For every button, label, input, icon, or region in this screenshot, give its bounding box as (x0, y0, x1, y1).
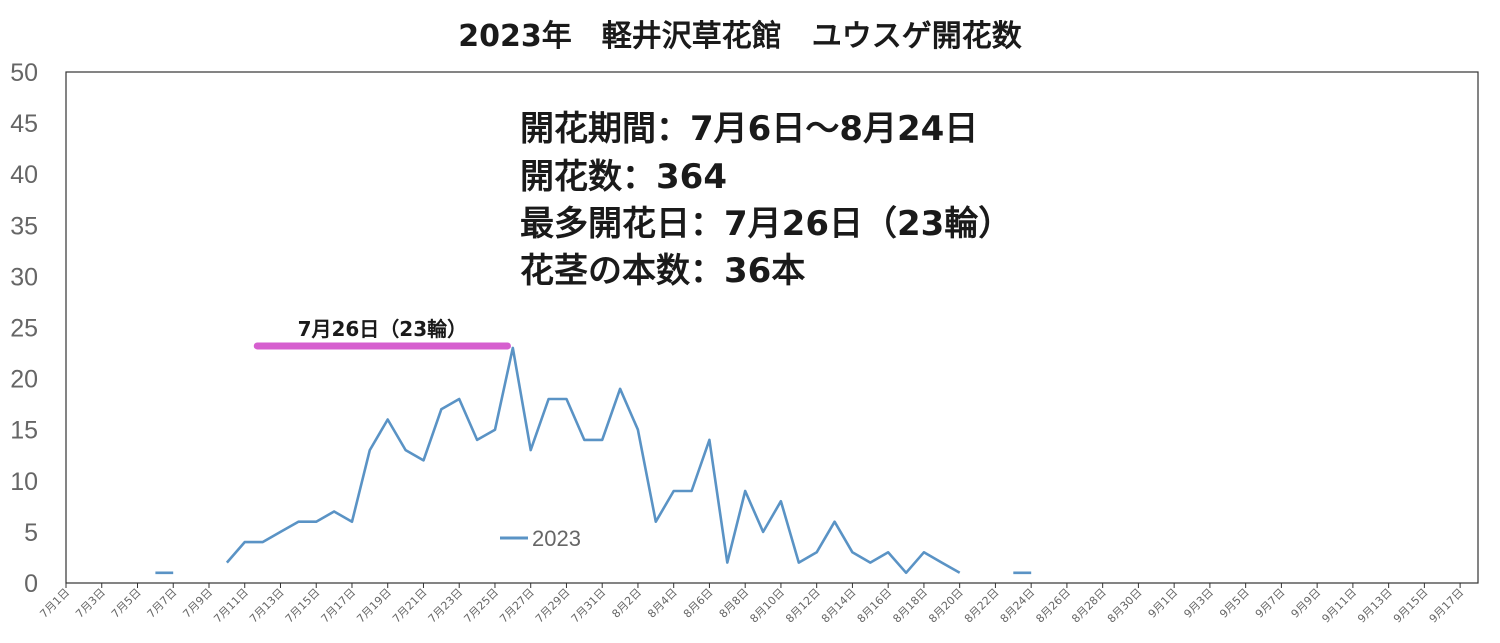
x-tick-label: 7月1日 (37, 586, 72, 621)
y-tick-label: 15 (10, 417, 38, 445)
y-axis-ticks: 0 5 10 15 20 25 30 35 40 45 50 (10, 59, 38, 598)
series-2023-layer (155, 346, 1032, 575)
x-tick-label: 7月23日 (426, 586, 466, 626)
x-tick-label: 7月15日 (283, 586, 323, 626)
y-tick-label: 10 (10, 468, 38, 496)
x-tick-label: 8月10日 (747, 586, 787, 626)
x-tick-label: 9月5日 (1217, 586, 1252, 621)
x-tick-label: 8月30日 (1105, 586, 1145, 626)
legend-label-2023: 2023 (532, 526, 581, 551)
x-tick-label: 7月5日 (109, 586, 144, 621)
summary-line-count: 開花数：364 (520, 157, 727, 197)
summary-line-stems: 花茎の本数：36本 (520, 251, 805, 291)
x-tick-label: 7月27日 (497, 586, 537, 626)
x-tick-label: 8月24日 (998, 586, 1038, 626)
y-tick-label: 30 (10, 263, 38, 291)
x-tick-label: 8月14日 (819, 586, 859, 626)
x-tick-label: 8月20日 (926, 586, 966, 626)
y-tick-label: 40 (10, 161, 38, 189)
x-tick-label: 9月11日 (1319, 586, 1359, 626)
x-tick-label: 7月25日 (461, 586, 501, 626)
x-tick-label: 9月13日 (1355, 586, 1395, 626)
x-tick-label: 7月11日 (211, 586, 251, 626)
x-tick-label: 8月6日 (681, 586, 716, 621)
y-tick-label: 5 (24, 519, 38, 547)
summary-line-period: 開花期間：7月6日～8月24日 (520, 109, 978, 149)
legend: 2023 (500, 526, 581, 551)
x-tick-label: 8月2日 (609, 586, 644, 621)
x-tick-label: 7月29日 (533, 586, 573, 626)
x-tick-label: 8月26日 (1033, 586, 1073, 626)
x-tick-label: 7月31日 (569, 586, 609, 626)
y-tick-label: 25 (10, 315, 38, 343)
y-tick-label: 50 (10, 59, 38, 87)
series-2023-segment-2 (225, 346, 961, 575)
x-tick-label: 9月15日 (1391, 586, 1431, 626)
x-tick-label: 7月19日 (354, 586, 394, 626)
x-tick-label: 7月3日 (73, 586, 108, 621)
summary-annotation: 開花期間：7月6日～8月24日 開花数：364 最多開花日：7月26日（23輪）… (520, 109, 1012, 291)
x-tick-label: 8月16日 (855, 586, 895, 626)
summary-line-peak-day: 最多開花日：7月26日（23輪） (520, 204, 1012, 244)
x-tick-label: 9月1日 (1146, 586, 1181, 621)
x-tick-label: 8月18日 (890, 586, 930, 626)
x-tick-label: 7月13日 (247, 586, 287, 626)
x-tick-label: 9月9日 (1289, 586, 1324, 621)
y-tick-label: 35 (10, 212, 38, 240)
x-tick-label: 7月9日 (180, 586, 215, 621)
y-tick-label: 20 (10, 366, 38, 394)
x-tick-label: 8月12日 (783, 586, 823, 626)
x-tick-label: 9月7日 (1253, 586, 1288, 621)
y-tick-label: 0 (24, 570, 38, 598)
x-tick-label: 7月21日 (390, 586, 430, 626)
x-tick-label: 7月17日 (318, 586, 358, 626)
chart-title: 2023年 軽井沢草花館 ユウスゲ開花数 (458, 19, 1022, 54)
y-tick-label: 45 (10, 110, 38, 138)
x-tick-label: 8月22日 (962, 586, 1002, 626)
x-tick-label: 9月3日 (1181, 586, 1216, 621)
x-tick-label: 8月28日 (1069, 586, 1109, 626)
x-tick-label: 7月7日 (145, 586, 180, 621)
x-tick-label: 8月4日 (645, 586, 680, 621)
x-tick-label: 8月8日 (717, 586, 752, 621)
plot-area-frame (65, 71, 1479, 584)
x-axis-ticks: 7月1日 7月3日 7月5日 7月7日 7月9日7月11日7月13日7月15日7月17日… (37, 583, 1466, 626)
peak-label: 7月26日（23輪） (298, 317, 468, 341)
x-tick-label: 9月17日 (1427, 586, 1467, 626)
